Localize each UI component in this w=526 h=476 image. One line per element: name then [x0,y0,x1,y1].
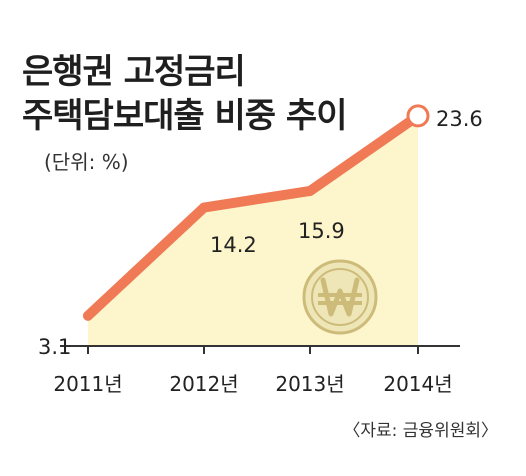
x-tick-label: 2011년 [53,372,122,396]
value-label: 15.9 [298,219,345,243]
data-point [199,202,209,213]
source-note: 〈자료: 금융위원회〉 [343,421,498,441]
data-point [83,310,93,321]
x-tick-label: 2014년 [383,372,452,396]
won-coin-icon [302,259,378,335]
chart-title-line2: 주택담보대출 비중 추이 [22,96,347,136]
value-label: 14.2 [210,233,257,257]
x-tick-label: 2012년 [169,372,238,396]
value-label: 23.6 [436,107,483,131]
chart-title-line1: 은행권 고정금리 [22,52,246,92]
unit-label: (단위: %) [44,150,129,174]
series-line [83,110,423,321]
data-point [406,104,430,128]
value-label: 3.1 [38,335,71,359]
x-tick-label: 2013년 [275,372,344,396]
data-point [305,185,315,196]
